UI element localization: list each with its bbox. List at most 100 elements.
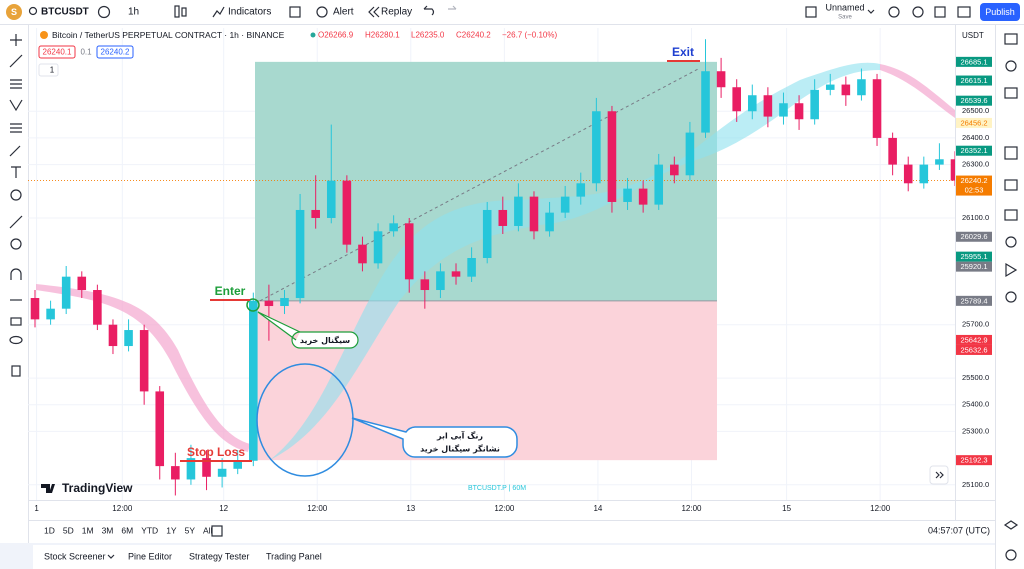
price-marker[interactable] [956,231,992,242]
candle [841,76,851,106]
timeframe-button[interactable]: 3M [102,525,114,535]
layout-name[interactable]: Unnamed [825,2,864,12]
timeframe-button[interactable]: 1M [82,525,94,535]
price-marker[interactable] [956,56,992,67]
alert[interactable]: Alert [333,7,354,18]
search-icon[interactable] [28,6,38,16]
magnet-tool[interactable] [10,268,22,280]
price-marker[interactable] [956,344,992,355]
replay[interactable]: Replay [381,7,412,18]
streams[interactable] [1005,236,1017,248]
timeframe-button[interactable]: 1D [44,525,55,535]
undo[interactable] [423,5,435,16]
publish-button[interactable] [980,3,1020,21]
indicators[interactable]: Indicators [228,7,271,18]
stop-loss-label: Stop Loss [187,445,245,459]
price-marker-label: 26352.1 [960,146,987,155]
redo[interactable] [448,5,457,10]
quick-search[interactable] [888,6,900,18]
text-tool[interactable] [11,166,21,178]
price-marker[interactable] [956,175,992,196]
chart-type[interactable] [174,5,180,18]
timeframe-button[interactable]: 5Y [185,525,196,535]
currency[interactable]: USDT [962,31,984,40]
lock-tool[interactable] [10,317,22,326]
snapshot[interactable] [957,6,971,18]
candle [748,84,757,120]
candle [233,450,242,475]
x-tick-label: 15 [782,504,791,513]
fib-tool[interactable] [10,79,22,89]
delete-tool[interactable] [11,365,21,377]
price-marker[interactable] [956,75,992,86]
price-marker-label: 25642.9 [960,335,987,344]
chats[interactable] [1005,262,1018,278]
buy-box[interactable] [96,45,134,59]
price-marker[interactable] [956,117,992,128]
crosshair-tool[interactable] [10,34,22,46]
add-symbol[interactable] [97,5,111,19]
go-to-date[interactable] [211,525,223,537]
emoji-tool[interactable] [10,189,22,201]
right-toolbar [995,25,1019,569]
news[interactable] [1004,179,1018,191]
timeframe-button[interactable]: 1Y [166,525,177,535]
calendar[interactable] [1004,146,1018,160]
ideas[interactable] [1004,209,1018,221]
collapse-box[interactable] [38,63,59,77]
settings[interactable] [912,6,924,18]
measure-tool[interactable] [9,215,23,229]
layout-icon[interactable] [805,6,817,18]
price-countdown: 02:53 [965,186,984,195]
candle [93,284,102,331]
save[interactable]: Save [838,15,852,21]
zoom-tool[interactable] [10,238,22,250]
timeframe-button[interactable]: All [203,525,213,535]
fullscreen[interactable] [934,6,946,18]
timeframe-button[interactable]: YTD [141,525,158,535]
panel-tab[interactable]: Stock Screener [44,551,106,561]
candle [638,180,648,213]
candle [794,95,804,130]
forecast-tool[interactable] [10,123,22,133]
screener-menu[interactable] [107,554,115,559]
hide-tool[interactable] [9,335,23,345]
sell-box[interactable] [38,45,76,59]
candle [420,271,430,309]
candle [825,73,835,96]
price-marker[interactable] [956,334,992,345]
avatar[interactable] [6,4,22,20]
price-marker[interactable] [956,145,992,156]
price-marker[interactable] [956,95,992,106]
panel-tab[interactable]: Trading Panel [266,551,322,561]
price-marker[interactable] [956,295,992,306]
price-marker[interactable] [956,455,992,466]
symbol[interactable]: BTCUSDT [41,7,89,18]
alerts-panel[interactable] [1005,60,1017,72]
data-window[interactable] [1004,87,1018,99]
watchlist[interactable] [1004,33,1018,45]
y-tick-label: 26400.0 [962,133,989,142]
candle-body [326,180,336,218]
price-marker[interactable] [956,261,992,272]
help[interactable] [1005,549,1017,561]
price-marker[interactable] [956,251,992,262]
legend-title: Bitcoin / TetherUS PERPETUAL CONTRACT · … [52,30,285,40]
layout-menu[interactable] [867,9,875,14]
panel-tab[interactable]: Strategy Tester [189,551,249,561]
scroll-button[interactable] [929,465,949,485]
trendline-tool[interactable] [9,54,23,68]
y-tick-label: 26100.0 [962,213,989,222]
brush-tool[interactable] [9,145,21,157]
templates[interactable] [289,6,301,18]
timeframe-button[interactable]: 6M [121,525,133,535]
candle [857,68,866,101]
layers[interactable] [1003,520,1019,530]
interval[interactable]: 1h [128,7,139,18]
pattern-tool[interactable] [9,99,23,112]
indicators-icon [212,6,225,18]
candle [451,263,461,285]
timeframe-button[interactable]: 5D [63,525,74,535]
panel-tab[interactable]: Pine Editor [128,551,172,561]
notifications[interactable] [1005,291,1017,303]
